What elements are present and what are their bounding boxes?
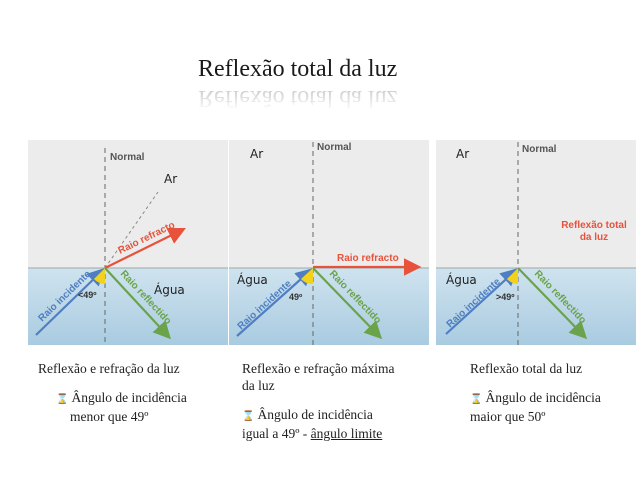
diagram-1-svg: Normal Ar Água Raio incidente Raio refra… — [28, 140, 228, 345]
caption-2-line4: igual a 49º - ângulo limite — [242, 425, 395, 442]
water-region — [28, 268, 228, 345]
bullet-icon: ⌛ — [470, 394, 483, 405]
caption-3-line3: maior que 50º — [470, 409, 546, 424]
incident-ray — [35, 267, 106, 336]
air-label: Ar — [164, 172, 177, 186]
air-region — [229, 140, 429, 268]
angle-marker — [301, 268, 313, 285]
diagram-2-svg: Normal Ar Água Raio refracto Raio incide… — [229, 140, 429, 345]
caption-1-bullet: ⌛ Ângulo de incidência — [38, 389, 187, 408]
normal-label: Normal — [317, 142, 352, 153]
normal-label: Normal — [110, 152, 145, 163]
water-label: Água — [154, 282, 185, 297]
angle-marker — [507, 268, 518, 284]
slide-title-reflection: Reflexão total da luz — [198, 85, 398, 111]
caption-2-line4a: igual a 49º - — [242, 426, 311, 441]
caption-3: Reflexão total da luz ⌛ Ângulo de incidên… — [470, 360, 601, 425]
bullet-icon: ⌛ — [242, 411, 255, 422]
caption-3-title: Reflexão total da luz — [470, 361, 583, 376]
total-reflection-label-2: da luz — [580, 232, 608, 243]
air-region — [436, 140, 636, 268]
incident-ray — [445, 268, 519, 335]
bullet-icon: ⌛ — [56, 394, 69, 405]
caption-1-title: Reflexão e refração da luz — [38, 361, 180, 376]
diagram-panel-2: Normal Ar Água Raio refracto Raio incide… — [229, 140, 429, 345]
refracted-ray-label: Raio refracto — [337, 253, 399, 264]
diagram-panel-3: Normal Ar Água Reflexão total da luz Rai… — [436, 140, 636, 345]
air-label: Ar — [456, 147, 469, 161]
diagram-3-svg: Normal Ar Água Reflexão total da luz Rai… — [436, 140, 636, 345]
diagram-panel-1: Normal Ar Água Raio incidente Raio refra… — [28, 140, 228, 345]
normal-label: Normal — [522, 144, 557, 155]
angle-marker — [94, 268, 105, 284]
angle-label: 49º — [289, 292, 303, 302]
angle-label: >49º — [496, 292, 515, 302]
caption-2-line3: Ângulo de incidência — [257, 407, 373, 422]
caption-2-bullet: ⌛ Ângulo de incidência — [242, 406, 395, 425]
refracted-ray — [104, 227, 186, 269]
water-label: Água — [237, 272, 268, 287]
caption-3-line2: Ângulo de incidência — [485, 390, 601, 405]
incident-ray — [236, 268, 314, 337]
water-region — [229, 268, 429, 345]
reflected-ray — [517, 267, 588, 340]
water-region — [436, 268, 636, 345]
slide-title: Reflexão total da luz — [198, 56, 398, 82]
caption-1-line3: menor que 49º — [70, 409, 149, 424]
caption-2-title: Reflexão e refração máxima — [242, 361, 395, 376]
caption-2-line2: da luz — [242, 378, 275, 393]
caption-1: Reflexão e refração da luz ⌛ Ângulo de in… — [38, 360, 187, 425]
angle-label: <49º — [78, 290, 97, 300]
air-region — [28, 140, 228, 268]
total-reflection-label: Reflexão total — [561, 220, 627, 231]
water-label: Água — [446, 272, 477, 287]
caption-2: Reflexão e refração máxima da luz ⌛ Ângul… — [242, 360, 395, 442]
reflected-ray — [312, 267, 383, 340]
caption-3-bullet: ⌛ Ângulo de incidência — [470, 389, 601, 408]
air-label: Ar — [250, 147, 263, 161]
limit-angle-text: ângulo limite — [310, 426, 383, 441]
caption-1-line2: Ângulo de incidência — [71, 390, 187, 405]
reflected-ray — [104, 267, 171, 340]
